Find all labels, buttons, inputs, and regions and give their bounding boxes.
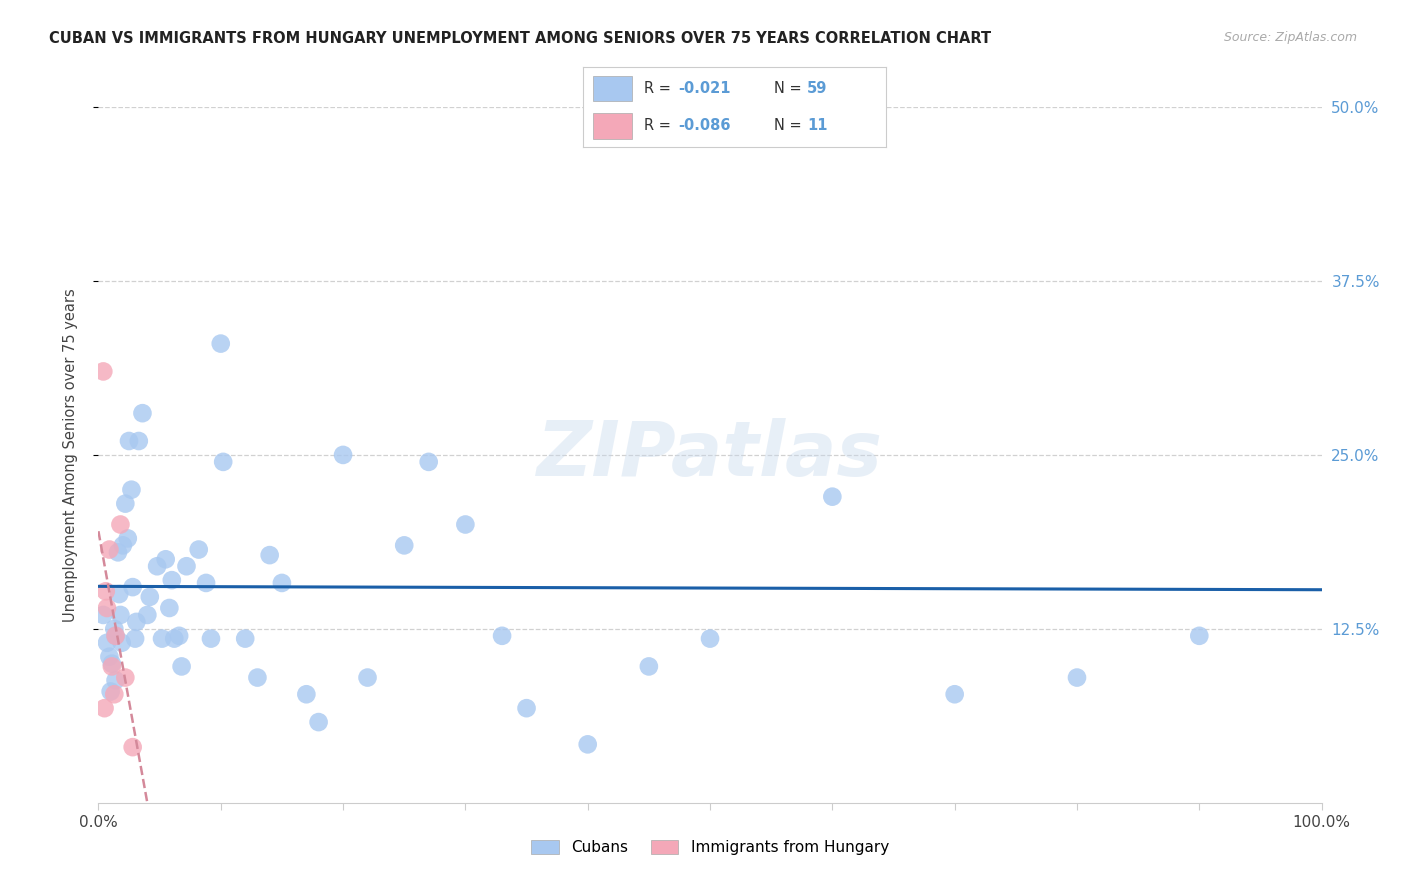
Point [943, 687, 966, 701]
Text: N =: N = [773, 119, 806, 134]
Point [103, 622, 125, 636]
Bar [592, 113, 631, 139]
Point [167, 629, 190, 643]
Point [104, 629, 127, 643]
Point [101, 657, 124, 671]
Point [170, 659, 193, 673]
Text: R =: R = [644, 119, 675, 134]
Point [356, 671, 378, 685]
Text: CUBAN VS IMMIGRANTS FROM HUNGARY UNEMPLOYMENT AMONG SENIORS OVER 75 YEARS CORREL: CUBAN VS IMMIGRANTS FROM HUNGARY UNEMPLO… [49, 31, 991, 46]
Point [576, 737, 599, 751]
Point [139, 590, 162, 604]
Point [195, 576, 218, 591]
Point [491, 629, 513, 643]
Point [108, 587, 131, 601]
Point [121, 740, 143, 755]
Point [454, 517, 477, 532]
Point [136, 607, 159, 622]
Bar [592, 76, 631, 102]
Point [98, 542, 121, 557]
Point [163, 632, 186, 646]
Point [96, 601, 118, 615]
Point [101, 659, 124, 673]
Point [110, 607, 132, 622]
Point [125, 615, 148, 629]
Point [638, 659, 661, 673]
Point [246, 671, 269, 685]
Y-axis label: Unemployment Among Seniors over 75 years: Unemployment Among Seniors over 75 years [63, 288, 77, 622]
Point [187, 542, 209, 557]
Point [91, 364, 114, 378]
Point [114, 671, 136, 685]
Point [392, 538, 416, 552]
Point [1188, 629, 1211, 643]
Point [699, 632, 721, 646]
Point [98, 649, 121, 664]
Point [121, 580, 143, 594]
Point [91, 607, 114, 622]
Point [200, 632, 222, 646]
Point [233, 632, 256, 646]
Point [155, 552, 177, 566]
Point [124, 632, 146, 646]
Point [111, 538, 134, 552]
Point [100, 684, 122, 698]
Point [128, 434, 150, 448]
Point [104, 673, 127, 688]
Point [120, 483, 142, 497]
Text: -0.086: -0.086 [679, 119, 731, 134]
Point [114, 497, 136, 511]
Point [176, 559, 198, 574]
Point [418, 455, 440, 469]
Point [515, 701, 537, 715]
Point [308, 715, 330, 730]
Point [212, 455, 235, 469]
Point [104, 629, 127, 643]
Text: 11: 11 [807, 119, 828, 134]
Point [150, 632, 173, 646]
Text: ZIPatlas: ZIPatlas [537, 418, 883, 491]
Point [1066, 671, 1088, 685]
Point [94, 584, 117, 599]
Point [93, 701, 115, 715]
Point [110, 517, 132, 532]
Point [111, 636, 134, 650]
Point [259, 548, 281, 562]
Text: Source: ZipAtlas.com: Source: ZipAtlas.com [1223, 31, 1357, 45]
Point [96, 636, 118, 650]
Point [160, 573, 183, 587]
Point [117, 532, 139, 546]
Point [332, 448, 354, 462]
Point [761, 100, 783, 114]
Legend: Cubans, Immigrants from Hungary: Cubans, Immigrants from Hungary [524, 833, 896, 862]
Point [118, 434, 141, 448]
Text: N =: N = [773, 80, 806, 95]
Point [295, 687, 318, 701]
Point [107, 545, 129, 559]
Point [146, 559, 169, 574]
Text: 59: 59 [807, 80, 828, 95]
Point [103, 687, 125, 701]
Point [157, 601, 180, 615]
Point [270, 576, 294, 591]
Point [131, 406, 153, 420]
Text: -0.021: -0.021 [679, 80, 731, 95]
Point [821, 490, 844, 504]
Point [209, 336, 232, 351]
Text: R =: R = [644, 80, 675, 95]
